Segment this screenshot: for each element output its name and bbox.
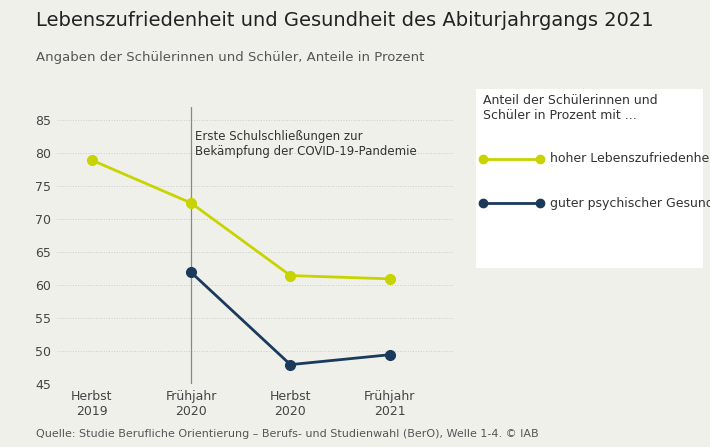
Text: Angaben der Schülerinnen und Schüler, Anteile in Prozent: Angaben der Schülerinnen und Schüler, An… <box>36 51 424 64</box>
Text: Quelle: Studie Berufliche Orientierung – Berufs- und Studienwahl (BerO), Welle 1: Quelle: Studie Berufliche Orientierung –… <box>36 429 538 439</box>
Text: Erste Schulschließungen zur
Bekämpfung der COVID-19-Pandemie: Erste Schulschließungen zur Bekämpfung d… <box>195 131 417 158</box>
Text: guter psychischer Gesundheit: guter psychischer Gesundheit <box>550 197 710 210</box>
Text: Anteil der Schülerinnen und
Schüler in Prozent mit ...: Anteil der Schülerinnen und Schüler in P… <box>483 94 657 122</box>
Text: Lebenszufriedenheit und Gesundheit des Abiturjahrgangs 2021: Lebenszufriedenheit und Gesundheit des A… <box>36 11 653 30</box>
Text: hoher Lebenszufriedenheit: hoher Lebenszufriedenheit <box>550 152 710 165</box>
